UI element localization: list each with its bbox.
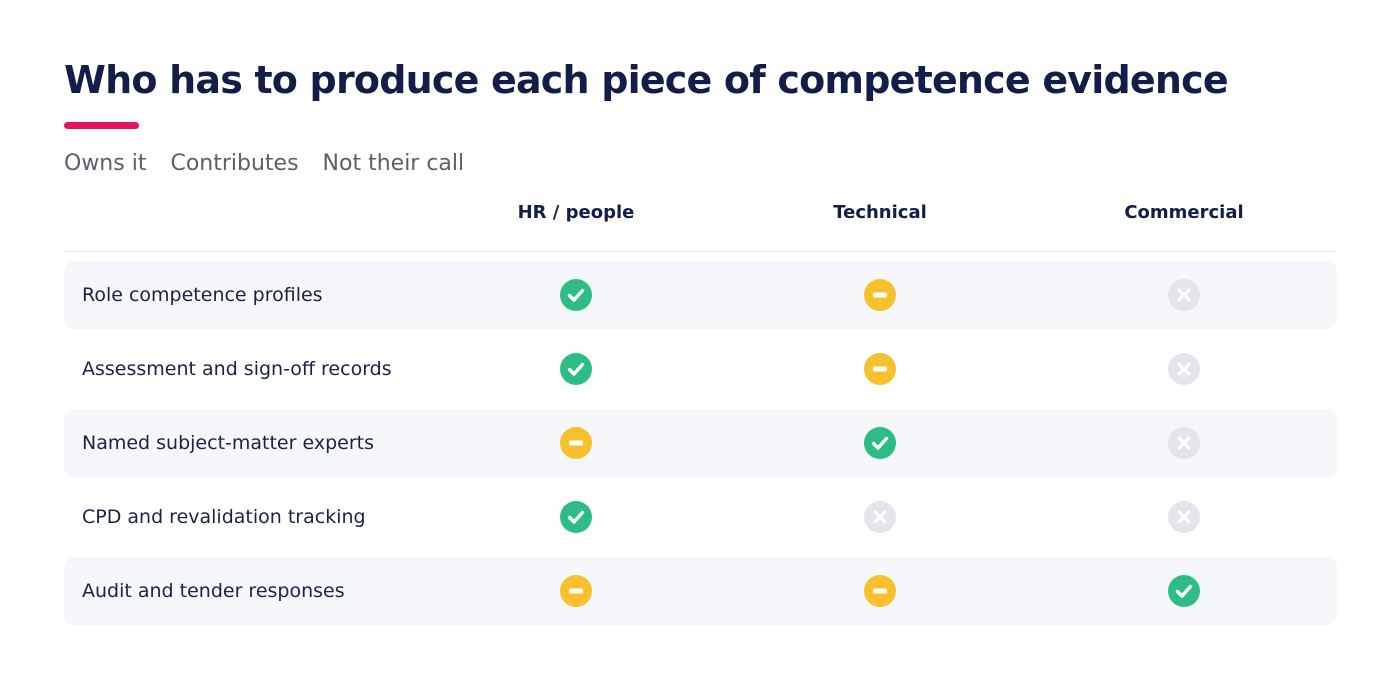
matrix-cell [1064, 261, 1304, 329]
row-label: Named subject-matter experts [82, 432, 374, 454]
table-row: Assessment and sign-off records [64, 335, 1337, 403]
minus-circle-icon [864, 353, 896, 385]
matrix-cell [456, 483, 696, 551]
matrix-cell [456, 335, 696, 403]
table-row: Named subject-matter experts [64, 409, 1337, 477]
row-label: Audit and tender responses [82, 580, 345, 602]
matrix-cell [760, 483, 1000, 551]
check-circle-icon [560, 279, 592, 311]
matrix-cell [456, 261, 696, 329]
row-label: Role competence profiles [82, 284, 323, 306]
table-row: Role competence profiles [64, 261, 1337, 329]
minus-circle-icon [864, 279, 896, 311]
column-header-hr: HR / people [517, 202, 635, 223]
row-label: Assessment and sign-off records [82, 358, 392, 380]
minus-circle-icon [864, 575, 896, 607]
check-circle-icon [560, 501, 592, 533]
legend-owns: Owns it [64, 151, 147, 176]
matrix-cell [456, 557, 696, 625]
matrix-cell [760, 335, 1000, 403]
minus-circle-icon [560, 575, 592, 607]
check-circle-icon [560, 353, 592, 385]
matrix-cell [760, 409, 1000, 477]
x-circle-icon [1168, 279, 1200, 311]
matrix-cell [1064, 557, 1304, 625]
column-header-commercial: Commercial [1124, 202, 1244, 223]
page-title: Who has to produce each piece of compete… [64, 58, 1229, 102]
check-circle-icon [864, 427, 896, 459]
x-circle-icon [1168, 501, 1200, 533]
matrix-cell [1064, 409, 1304, 477]
table-row: CPD and revalidation tracking [64, 483, 1337, 551]
x-circle-icon [864, 501, 896, 533]
table-row: Audit and tender responses [64, 557, 1337, 625]
matrix-cell [1064, 483, 1304, 551]
matrix-cell [1064, 335, 1304, 403]
title-accent-bar [64, 122, 139, 129]
x-circle-icon [1168, 427, 1200, 459]
check-circle-icon [1168, 575, 1200, 607]
matrix-cell [760, 557, 1000, 625]
minus-circle-icon [560, 427, 592, 459]
matrix-cell [760, 261, 1000, 329]
column-header-technical: Technical [833, 202, 927, 223]
x-circle-icon [1168, 353, 1200, 385]
header-divider [64, 251, 1337, 252]
legend-contributes: Contributes [170, 151, 299, 176]
legend-not-their-call: Not their call [322, 151, 465, 176]
row-label: CPD and revalidation tracking [82, 506, 366, 528]
legend: Owns it Contributes Not their call [64, 151, 464, 176]
matrix-cell [456, 409, 696, 477]
